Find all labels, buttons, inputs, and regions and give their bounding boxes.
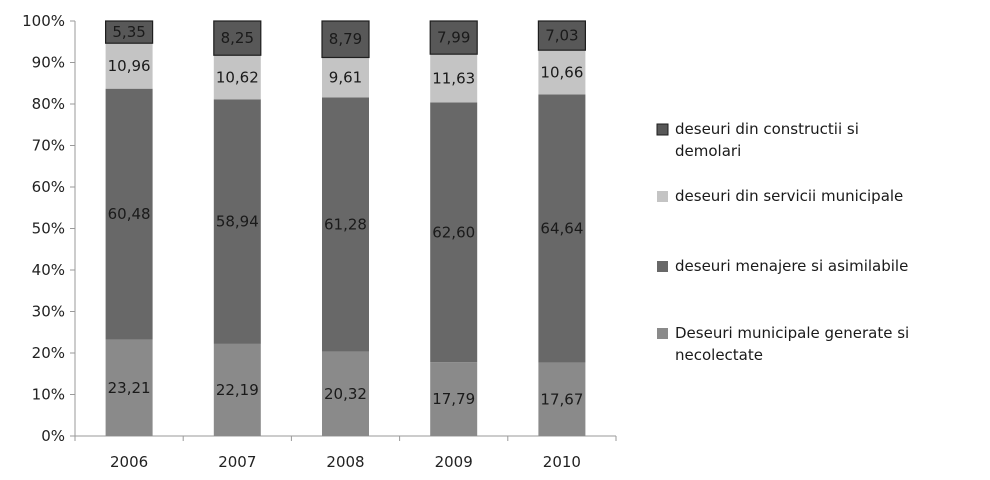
bar-segment (322, 57, 369, 98)
bar-segment (105, 88, 153, 340)
y-tick-label: 0% (41, 427, 65, 445)
bar-segment (321, 20, 370, 59)
data-label: 7,99 (437, 29, 470, 47)
bar-segment (105, 43, 153, 89)
bar-segment (537, 20, 587, 51)
bar-segment (213, 343, 261, 436)
bar-segment (429, 20, 478, 55)
bars (104, 20, 587, 436)
bar-segment (105, 339, 153, 436)
data-label: 17,79 (432, 390, 475, 408)
legend-label: deseuri din servicii municipale (675, 187, 903, 205)
x-tick-label: 2006 (110, 453, 148, 471)
y-tick-label: 40% (32, 261, 65, 279)
bar-segment (322, 97, 369, 352)
data-label: 8,25 (221, 29, 254, 47)
bar-segment (213, 55, 261, 100)
axes: 0% 10% 20% 30% 40% 50% 60% 70% 80% 90% 100% 2006 200… (22, 12, 617, 471)
data-label: 17,67 (540, 390, 583, 408)
x-tick-label: 2008 (326, 453, 364, 471)
legend-label: deseuri menajere si asimilabile (675, 257, 908, 275)
legend-swatch (657, 328, 668, 339)
data-label: 10,62 (216, 68, 259, 86)
data-label: 60,48 (108, 205, 151, 223)
data-label: 9,61 (329, 68, 362, 86)
data-label: 10,96 (108, 57, 151, 75)
bar-segment (213, 99, 261, 344)
legend-swatch (656, 123, 669, 136)
bar-segment (430, 102, 478, 363)
bar-segment (322, 351, 369, 436)
legend-label: Deseuri municipale generate si necolectat… (675, 324, 909, 364)
legend-label: deseuri din constructii si demolari (675, 120, 859, 160)
y-tick-label: 60% (32, 178, 65, 196)
data-label: 20,32 (324, 385, 367, 403)
data-labels: 23,21 60,48 10,96 5,35 22,19 58,94 10,62 8,25 20… (108, 23, 584, 408)
bar-segment (213, 20, 262, 56)
data-label: 58,94 (216, 213, 259, 231)
data-label: 22,19 (216, 381, 259, 399)
data-label: 62,60 (432, 223, 475, 241)
data-label: 10,66 (540, 63, 583, 81)
data-label: 5,35 (112, 23, 145, 41)
x-tick-label: 2007 (218, 453, 256, 471)
y-tick-label: 30% (32, 303, 65, 321)
data-label: 61,28 (324, 216, 367, 234)
data-label: 7,03 (545, 27, 578, 45)
legend: deseuri din constructii si demolari deseur… (656, 120, 909, 364)
y-tick-label: 50% (32, 220, 65, 238)
data-label: 8,79 (329, 30, 362, 48)
y-tick-label: 20% (32, 344, 65, 362)
data-label: 23,21 (108, 379, 151, 397)
data-label: 11,63 (432, 69, 475, 87)
y-tick-label: 100% (22, 12, 65, 30)
y-tick-label: 90% (32, 54, 65, 72)
y-tick-label: 70% (32, 137, 65, 155)
bar-segment (104, 20, 154, 44)
bar-segment (538, 50, 586, 95)
legend-swatch (657, 191, 668, 202)
bar-segment (538, 362, 586, 436)
bar-segment (538, 94, 586, 363)
y-tick-label: 10% (32, 386, 65, 404)
x-tick-label: 2010 (543, 453, 581, 471)
x-tick-label: 2009 (435, 453, 473, 471)
legend-swatch (657, 261, 668, 272)
data-label: 64,64 (540, 220, 583, 238)
bar-segment (430, 362, 478, 436)
y-tick-label: 80% (32, 95, 65, 113)
bar-segment (430, 54, 478, 103)
